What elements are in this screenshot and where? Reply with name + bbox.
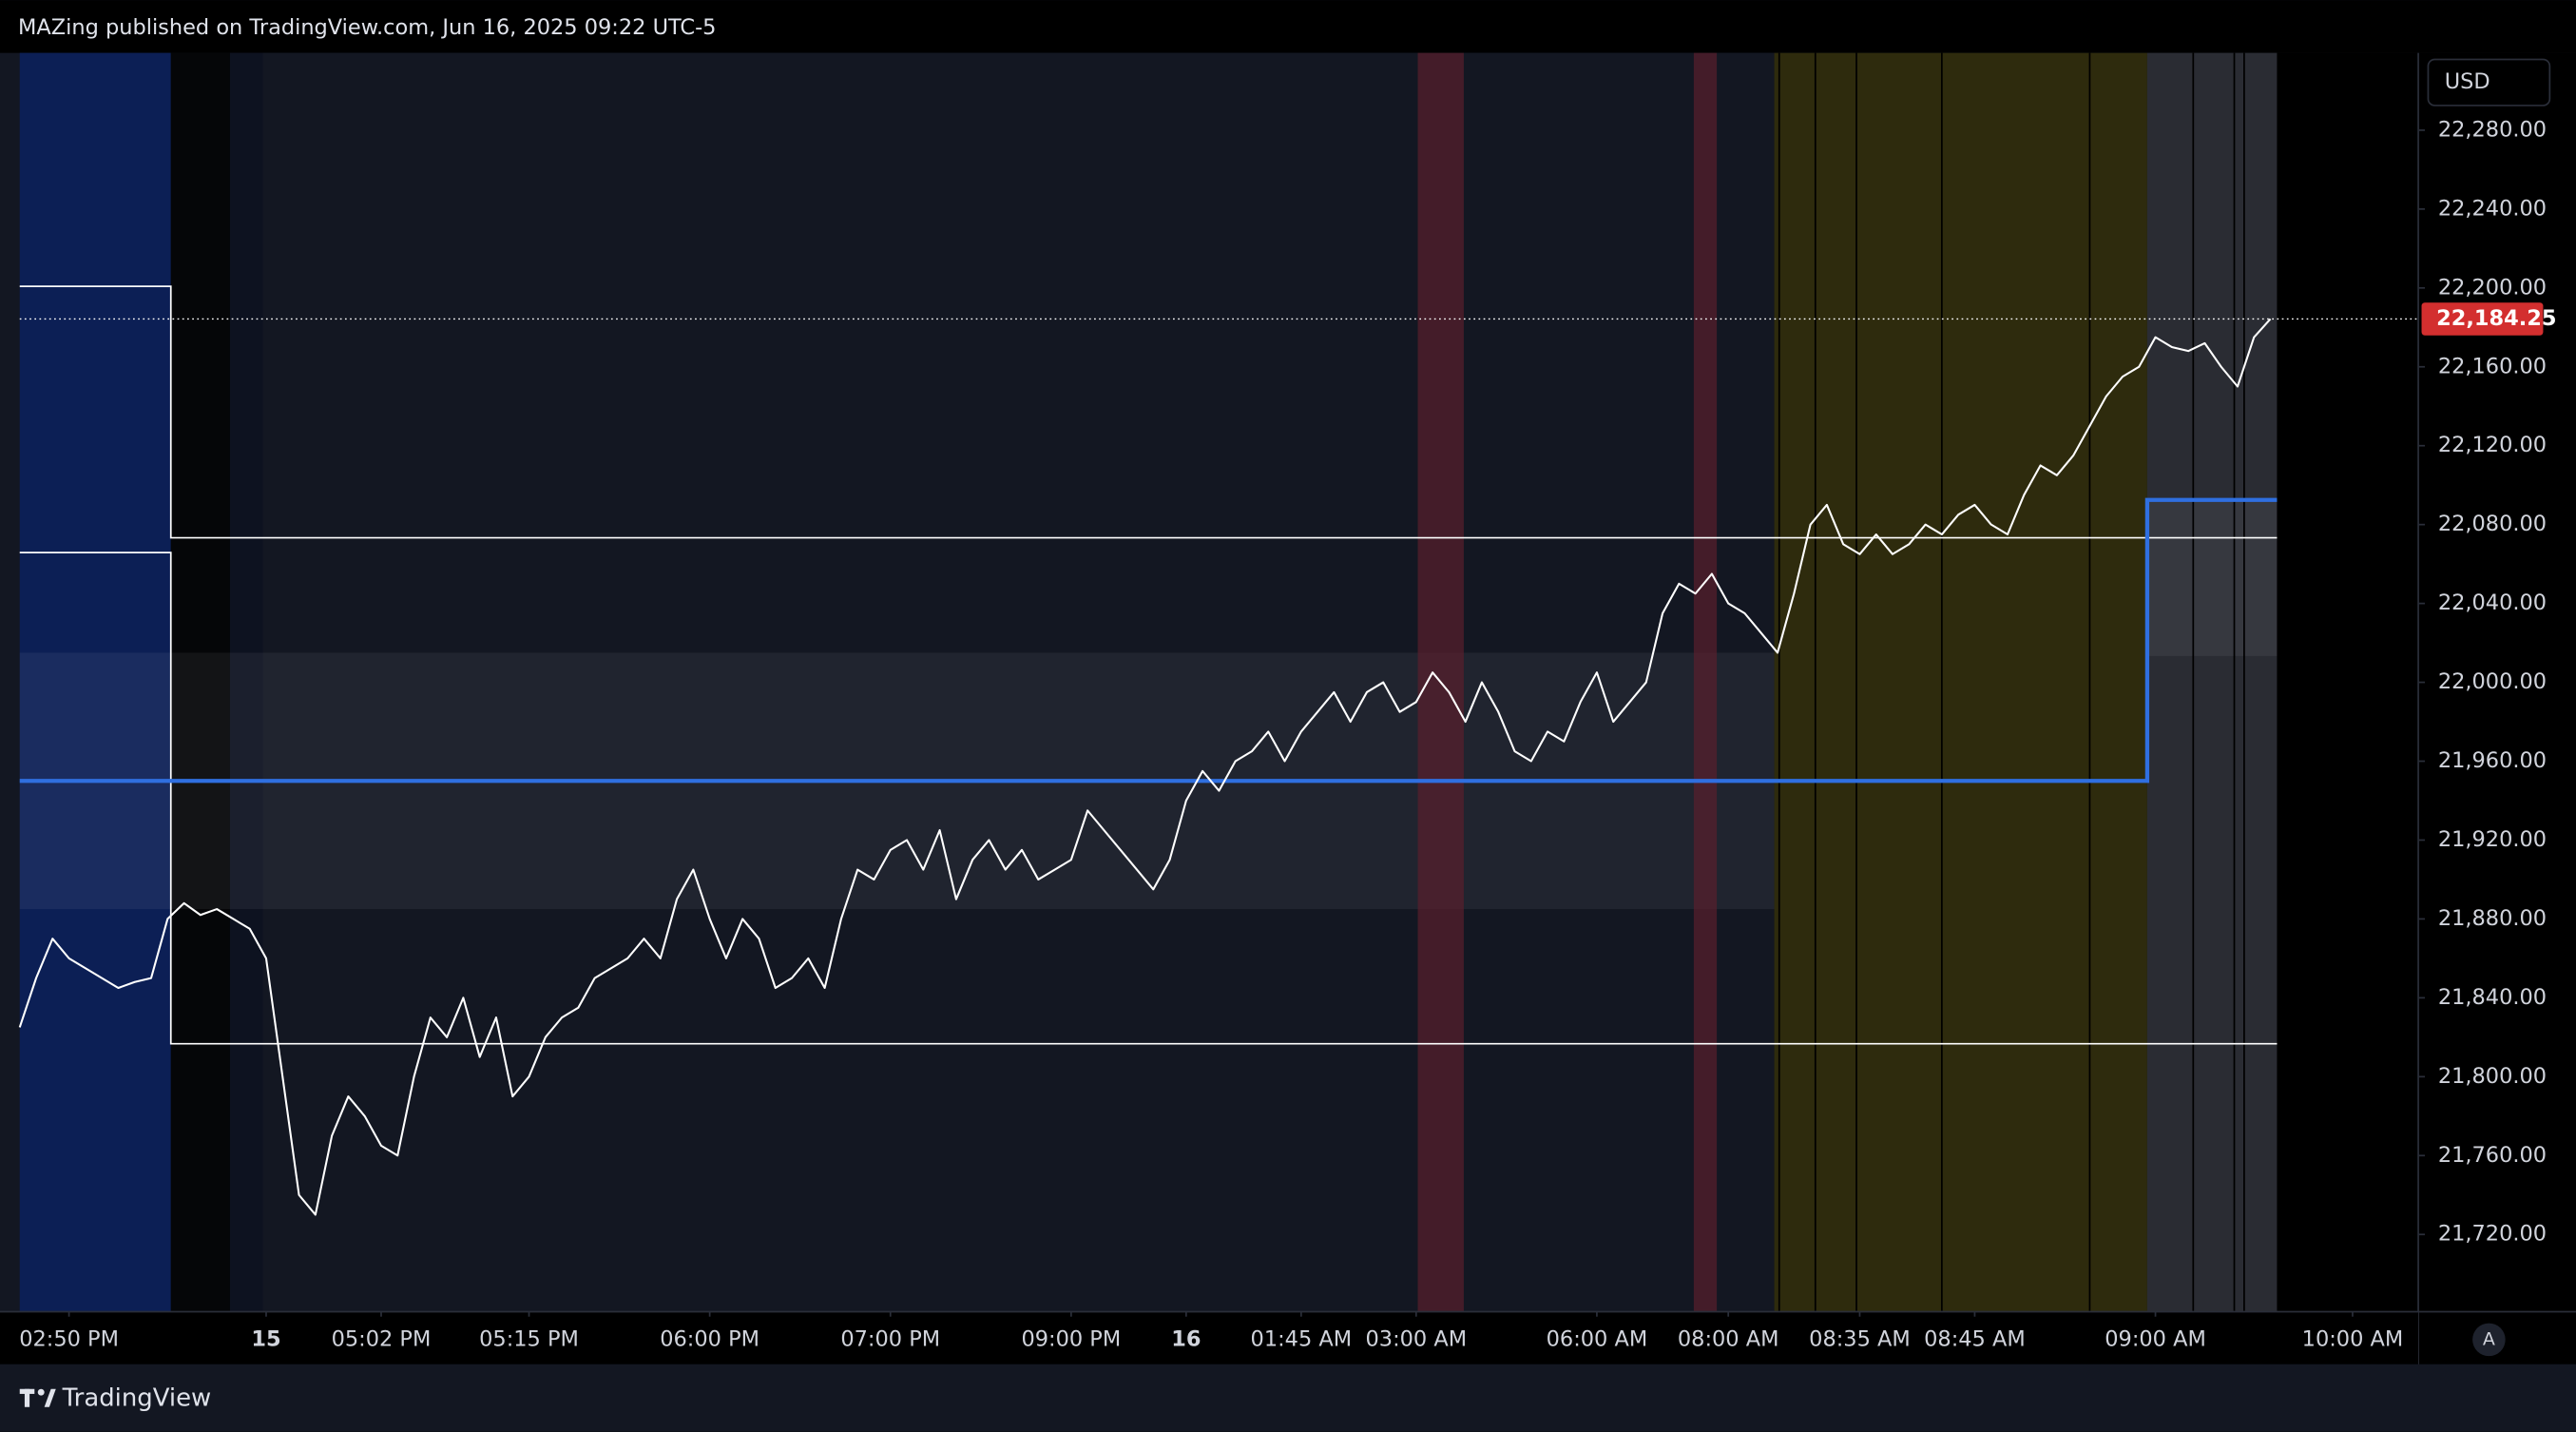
currency-button[interactable] — [2427, 58, 2551, 106]
session-band — [170, 52, 230, 1312]
x-tick-label: 05:02 PM — [332, 1326, 432, 1351]
x-tick-label: 06:00 PM — [660, 1326, 759, 1351]
x-tick-label: 08:00 AM — [1678, 1326, 1779, 1351]
x-tick-label: 05:15 PM — [479, 1326, 579, 1351]
y-tick-label: 22,000.00 — [2438, 669, 2547, 694]
y-tick-label: 21,720.00 — [2438, 1222, 2547, 1247]
level-line — [19, 497, 2278, 784]
auto-scale-label[interactable]: A — [2483, 1328, 2495, 1349]
auto-scale-button[interactable] — [2472, 1323, 2506, 1357]
session-band — [1693, 52, 1718, 1312]
price-axis-panel — [2418, 52, 2576, 1364]
x-tick-label: 03:00 AM — [1366, 1326, 1468, 1351]
range-box — [2146, 499, 2278, 656]
y-tick-label: 22,040.00 — [2438, 590, 2547, 615]
x-tick-label: 16 — [1171, 1326, 1201, 1351]
y-tick-label: 21,920.00 — [2438, 827, 2547, 852]
currency-label[interactable]: USD — [2445, 69, 2490, 94]
footer-bar — [0, 1364, 2576, 1432]
y-tick-label: 22,280.00 — [2438, 117, 2547, 142]
session-band — [19, 52, 171, 1312]
y-tick-label: 21,880.00 — [2438, 906, 2547, 931]
x-tick-label: 07:00 PM — [840, 1326, 940, 1351]
last-price-label: 22,184.25 — [2436, 306, 2556, 331]
x-tick-label: 15 — [251, 1326, 280, 1351]
x-tick-label: 02:50 PM — [19, 1326, 119, 1351]
session-band — [229, 52, 263, 1312]
y-tick-label: 22,160.00 — [2438, 354, 2547, 378]
level-line — [19, 285, 2278, 539]
session-band — [262, 52, 1775, 1312]
y-tick-label: 22,120.00 — [2438, 433, 2547, 457]
y-tick-label: 22,240.00 — [2438, 196, 2547, 221]
time-axis-panel — [0, 1311, 2419, 1364]
brand-text: TradingView — [62, 1384, 212, 1413]
x-tick-label: 09:00 AM — [2105, 1326, 2206, 1351]
y-tick-label: 21,760.00 — [2438, 1143, 2547, 1168]
session-dividers — [1778, 52, 2245, 1312]
x-tick-label: 08:35 AM — [1809, 1326, 1911, 1351]
level-line — [19, 552, 2278, 1045]
x-tick-label: 10:00 AM — [2302, 1326, 2404, 1351]
session-band — [2146, 52, 2278, 1312]
x-tick-label: 08:45 AM — [1924, 1326, 2026, 1351]
y-tick-label: 21,800.00 — [2438, 1064, 2547, 1089]
x-tick-label: 06:00 AM — [1547, 1326, 1648, 1351]
session-band — [1774, 52, 2147, 1312]
x-tick-label: 09:00 PM — [1021, 1326, 1121, 1351]
y-tick-label: 21,960.00 — [2438, 748, 2547, 773]
x-tick-label: 01:45 AM — [1251, 1326, 1353, 1351]
y-tick-label: 21,840.00 — [2438, 985, 2547, 1010]
plot: 22,280.00 22,240.00 22,200.00 22,160.00 22,1… — [18, 117, 2557, 1351]
session-band — [2277, 52, 2419, 1312]
last-price-tag — [2421, 302, 2544, 336]
y-tick-label: 22,200.00 — [2438, 275, 2547, 300]
price-line — [18, 318, 2272, 1216]
header-bar — [0, 0, 2576, 53]
y-tick-label: 22,080.00 — [2438, 512, 2547, 536]
brand-logo — [19, 1388, 56, 1407]
header-text: MAZing published on TradingView.com, Jun… — [18, 15, 716, 40]
